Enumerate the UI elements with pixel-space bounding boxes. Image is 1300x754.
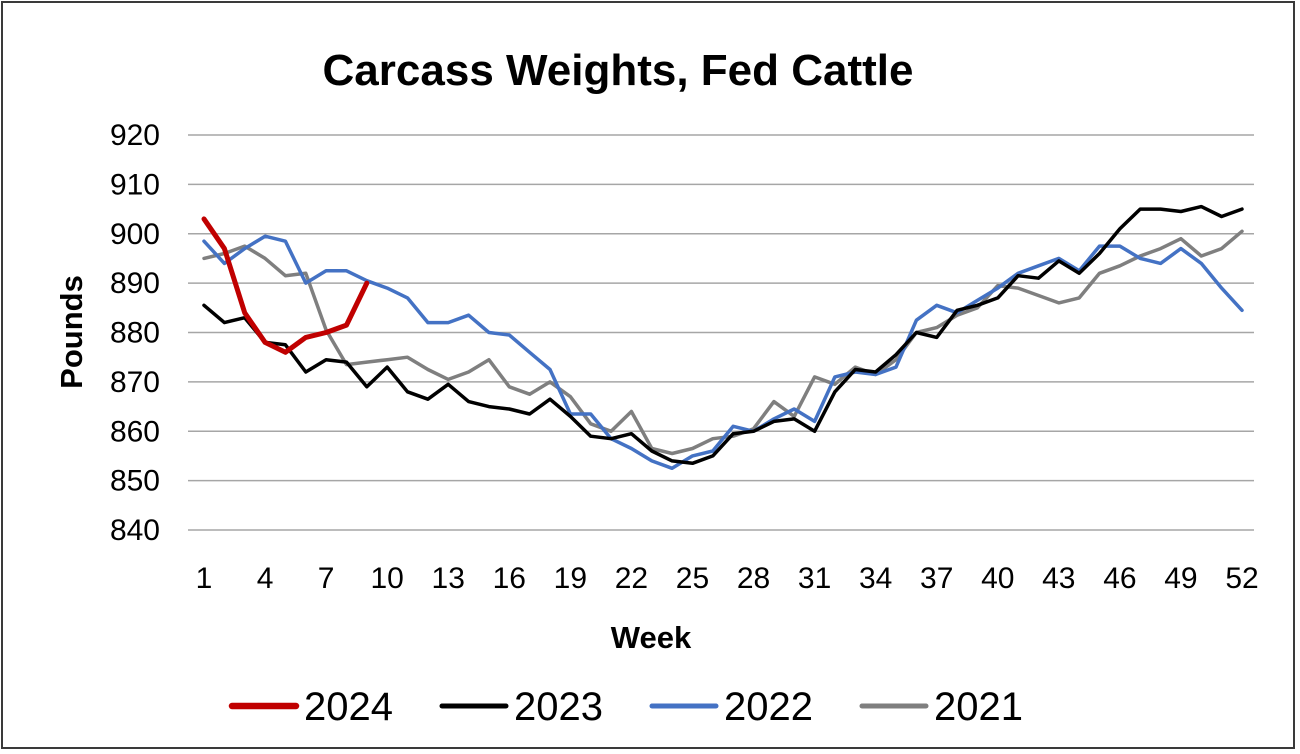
x-tick-label: 49 — [1164, 562, 1197, 595]
legend-label: 2021 — [934, 685, 1023, 729]
x-tick-label: 1 — [196, 562, 213, 595]
x-tick-label: 4 — [257, 562, 274, 595]
y-tick-label: 890 — [110, 267, 160, 300]
x-tick-label: 7 — [318, 562, 335, 595]
legend-item-2021: 2021 — [859, 685, 1023, 729]
x-tick-label: 28 — [737, 562, 770, 595]
legend-label: 2022 — [724, 685, 813, 729]
series-line-2024 — [201, 216, 370, 355]
x-tick-label: 25 — [676, 562, 709, 595]
y-tick-label: 840 — [110, 514, 160, 547]
y-tick-label: 870 — [110, 366, 160, 399]
y-axis-ticks: 840 850 860 870 880 890 900 910 920 — [110, 119, 160, 547]
series-line-2023 — [202, 204, 1244, 466]
x-tick-label: 31 — [798, 562, 831, 595]
x-tick-label: 37 — [920, 562, 953, 595]
y-tick-label: 910 — [110, 168, 160, 201]
x-tick-label: 10 — [370, 562, 403, 595]
series-lines — [201, 204, 1244, 471]
gridlines — [188, 134, 1254, 531]
x-tick-label: 52 — [1225, 562, 1258, 595]
x-tick-label: 40 — [981, 562, 1014, 595]
legend-item-2024: 2024 — [228, 685, 393, 729]
x-tick-label: 19 — [554, 562, 587, 595]
x-tick-label: 16 — [493, 562, 526, 595]
legend-label: 2024 — [304, 685, 393, 729]
legend-item-2022: 2022 — [649, 685, 813, 729]
legend: 2024 2023 2022 2021 — [228, 685, 1023, 729]
y-tick-label: 860 — [110, 415, 160, 448]
x-axis-label: Week — [611, 620, 692, 655]
y-axis-label: Pounds — [54, 275, 89, 389]
x-axis-ticks: 1 4 7 10 13 16 19 22 25 28 31 34 37 40 43 46 49 52 — [196, 562, 1259, 595]
y-tick-label: 900 — [110, 218, 160, 251]
x-tick-label: 34 — [859, 562, 892, 595]
chart-title: Carcass Weights, Fed Cattle — [323, 46, 914, 95]
x-tick-label: 13 — [432, 562, 465, 595]
y-tick-label: 880 — [110, 317, 160, 350]
x-tick-label: 43 — [1042, 562, 1075, 595]
y-tick-label: 850 — [110, 465, 160, 498]
y-tick-label: 920 — [110, 119, 160, 152]
legend-label: 2023 — [514, 685, 603, 729]
series-line-2022 — [202, 234, 1244, 471]
x-tick-label: 22 — [615, 562, 648, 595]
x-tick-label: 46 — [1103, 562, 1136, 595]
legend-item-2023: 2023 — [439, 685, 603, 729]
